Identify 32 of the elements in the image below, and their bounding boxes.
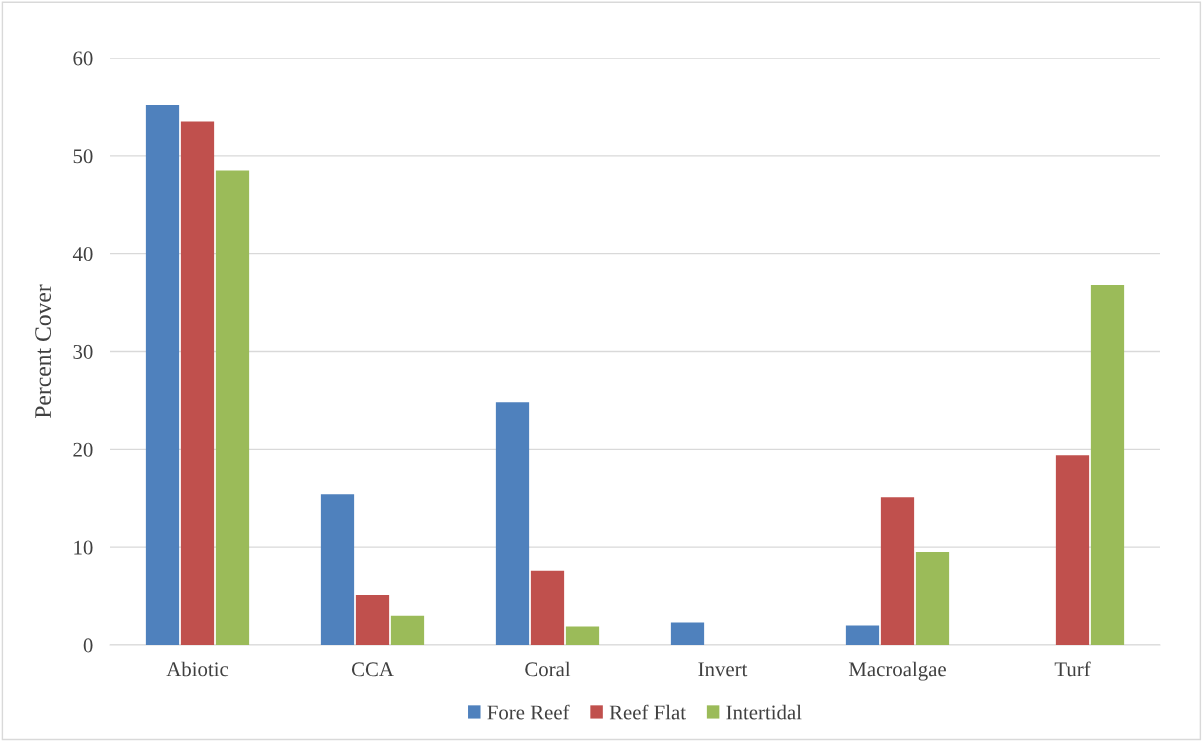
bar <box>565 626 600 645</box>
legend-label: Reef Flat <box>609 704 686 720</box>
y-tick-label: 0 <box>83 638 93 653</box>
y-tick-label: 60 <box>73 51 93 66</box>
bar <box>845 625 880 645</box>
bar <box>215 170 250 645</box>
x-tick-label: Invert <box>698 662 748 677</box>
y-tick-label: 40 <box>72 247 93 262</box>
bar <box>670 622 705 645</box>
x-tick-label: CCA <box>351 662 394 677</box>
bar <box>495 402 530 645</box>
bar <box>180 121 215 645</box>
y-axis-title: Percent Cover <box>35 284 52 419</box>
x-tick-label: Macroalgae <box>848 661 946 681</box>
bar <box>1090 284 1125 645</box>
legend-label: Fore Reef <box>487 704 570 720</box>
x-tick-label: Turf <box>1054 661 1091 677</box>
legend-label: Intertidal <box>726 704 802 720</box>
bar <box>390 615 425 645</box>
x-tick-label: Coral <box>525 661 571 677</box>
bar <box>915 552 950 645</box>
y-tick-label: 10 <box>74 540 93 555</box>
y-tick-label: 20 <box>73 442 93 457</box>
y-tick-label: 30 <box>73 344 93 359</box>
bar <box>880 497 915 645</box>
y-tick-label: 50 <box>73 149 93 164</box>
bar <box>1055 455 1090 645</box>
bar <box>530 570 565 645</box>
bar <box>320 494 355 645</box>
bar <box>145 104 180 645</box>
x-tick-label: Abiotic <box>166 661 229 677</box>
bar <box>355 595 390 645</box>
